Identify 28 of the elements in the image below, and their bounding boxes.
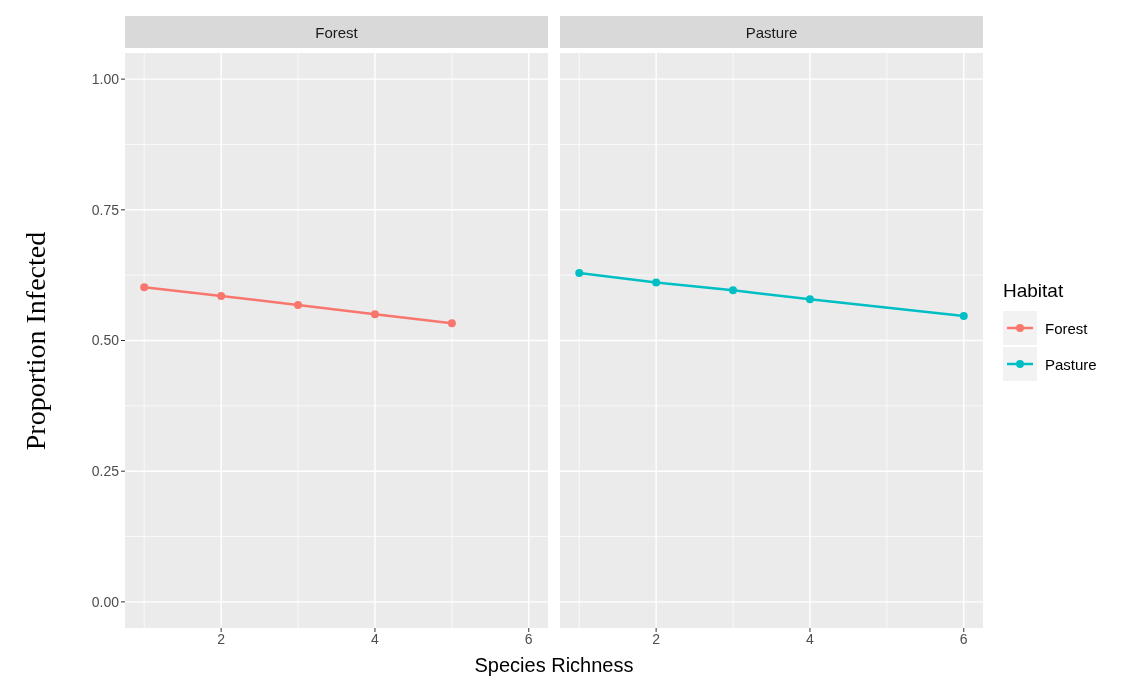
point	[805, 295, 814, 304]
x-axis-title: Species Richness	[473, 654, 635, 677]
x-tick-label: 6	[524, 630, 533, 647]
chart-title: Forest	[125, 16, 548, 48]
point	[652, 278, 661, 287]
y-tick-label: 0.50	[91, 332, 120, 349]
y-tick-label: 0.75	[91, 201, 120, 218]
point	[959, 311, 968, 320]
point	[217, 292, 226, 301]
y-tick-label: 0.00	[91, 593, 120, 610]
legend-label: Forest	[1045, 319, 1088, 337]
point	[729, 286, 738, 295]
x-tick-label: 4	[371, 630, 380, 647]
point	[447, 319, 456, 328]
x-tick-label: 4	[806, 630, 815, 647]
x-tick-label: 6	[959, 630, 968, 647]
y-tick-label: 0.25	[91, 463, 120, 480]
x-tick-label: 2	[217, 630, 226, 647]
point	[575, 269, 584, 278]
y-tick-label: 1.00	[91, 71, 120, 88]
chart-title: Pasture	[560, 16, 983, 48]
point	[140, 283, 149, 292]
y-axis-title: Proportion Infected	[20, 231, 52, 450]
x-tick-label: 2	[652, 630, 661, 647]
legend-title: Habitat	[1003, 280, 1065, 302]
legend-label: Pasture	[1045, 355, 1097, 373]
point	[294, 300, 303, 309]
point	[370, 310, 379, 319]
